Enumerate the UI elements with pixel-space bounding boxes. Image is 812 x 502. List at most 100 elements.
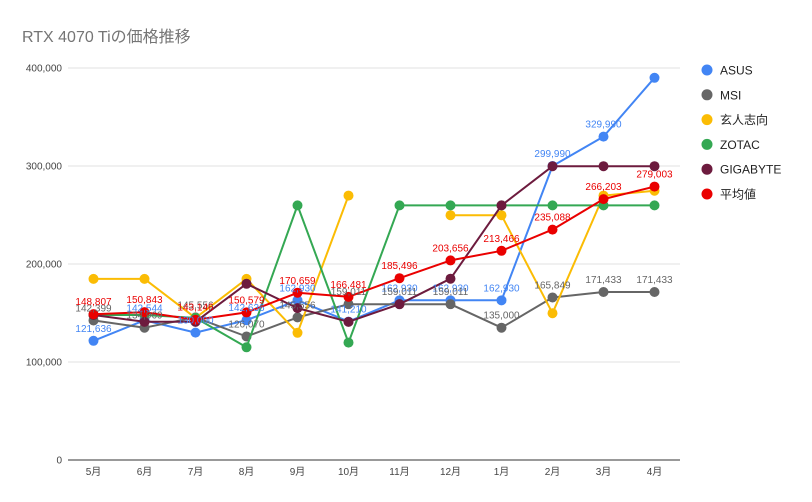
data-point <box>88 335 99 346</box>
data-point <box>394 200 405 211</box>
y-tick-label: 100,000 <box>26 358 63 369</box>
data-point <box>343 291 354 302</box>
data-point <box>649 72 660 83</box>
data-label: 142,544 <box>126 303 163 314</box>
x-tick-label: 5月 <box>86 466 102 478</box>
data-label: 126,070 <box>228 319 265 330</box>
series-5 <box>88 181 660 325</box>
data-label: 150,579 <box>228 295 265 306</box>
data-point <box>292 327 303 338</box>
data-label: 235,088 <box>534 213 571 224</box>
data-label: 145,556 <box>177 300 214 311</box>
legend-item: ASUS <box>701 64 753 78</box>
legend-item: MSI <box>701 88 741 102</box>
data-point <box>241 278 252 289</box>
series-1 <box>88 286 660 342</box>
data-point <box>241 307 252 318</box>
data-label: 143,146 <box>177 303 214 314</box>
data-point <box>292 303 303 314</box>
data-label: 162,930 <box>432 283 469 294</box>
legend-item: ZOTAC <box>701 138 760 152</box>
data-point <box>343 337 354 348</box>
data-label: 166,481 <box>330 280 367 291</box>
data-label: 134,969 <box>126 311 163 322</box>
data-point <box>649 286 660 297</box>
x-tick-label: 9月 <box>290 466 306 478</box>
legend-marker <box>701 64 713 76</box>
legend-label: 玄人志向 <box>720 112 768 127</box>
legend-label: 平均値 <box>720 187 756 202</box>
data-point <box>343 299 354 310</box>
y-tick-label: 0 <box>56 456 62 467</box>
data-point <box>445 200 456 211</box>
x-tick-label: 8月 <box>239 466 255 478</box>
data-point <box>547 224 558 235</box>
data-point <box>139 316 150 327</box>
series-4 <box>88 161 660 327</box>
x-tick-label: 3月 <box>596 466 612 478</box>
legend-item: 平均値 <box>701 187 756 202</box>
data-label: 266,203 <box>585 182 622 193</box>
legend-label: MSI <box>720 88 741 102</box>
data-label: 279,003 <box>636 170 673 181</box>
data-label: 171,433 <box>636 275 673 286</box>
data-label: 159,011 <box>331 287 367 298</box>
data-point <box>292 295 303 306</box>
data-point <box>292 287 303 298</box>
x-tick-label: 7月 <box>188 466 204 478</box>
legend-marker <box>701 163 713 175</box>
data-point <box>649 161 660 172</box>
legend-marker <box>701 188 713 200</box>
data-label: 142,399 <box>75 303 112 314</box>
legend: ASUS MSI 玄人志向 ZOTAC GIGABYTE 平均値 <box>701 64 781 202</box>
data-point <box>241 342 252 353</box>
x-tick-label: 2月 <box>545 466 561 478</box>
data-point <box>649 200 660 211</box>
data-label: 213,466 <box>483 234 520 245</box>
data-point <box>649 181 660 192</box>
series-3 <box>88 200 660 353</box>
data-label: 162,930 <box>483 283 520 294</box>
data-label: 162,930 <box>279 283 316 294</box>
data-label: 299,990 <box>534 149 571 160</box>
data-point <box>547 200 558 211</box>
data-point <box>190 327 201 338</box>
data-point <box>496 200 507 211</box>
data-point <box>496 245 507 256</box>
data-label-layer: 121,636 142,544 130,000 142,636 162,930 141,2… <box>75 120 673 335</box>
data-point <box>190 314 201 325</box>
series-line <box>93 185 655 321</box>
data-label: 185,496 <box>381 261 418 272</box>
series-line <box>93 204 655 349</box>
series-2 <box>88 185 660 338</box>
legend-label: GIGABYTE <box>720 163 781 177</box>
data-point <box>88 309 99 320</box>
data-label: 329,990 <box>585 120 622 131</box>
data-label: 159,011 <box>433 287 469 298</box>
data-label: 148,807 <box>75 297 112 308</box>
series-line <box>93 291 655 338</box>
legend-marker <box>701 138 713 150</box>
data-point <box>88 273 99 284</box>
legend-item: GIGABYTE <box>701 163 781 177</box>
data-label: 145,556 <box>279 300 316 311</box>
data-point <box>445 210 456 221</box>
data-point <box>598 131 609 142</box>
data-label: 121,636 <box>75 324 112 335</box>
series-0 <box>88 72 660 346</box>
data-point <box>547 161 558 172</box>
data-point <box>139 273 150 284</box>
data-label: 130,000 <box>177 316 214 327</box>
data-label: 171,433 <box>585 275 622 286</box>
data-point <box>496 295 507 306</box>
chart-title: RTX 4070 Tiの価格推移 <box>22 28 191 46</box>
series-layer <box>88 72 660 353</box>
x-tick-label: 10月 <box>338 466 359 478</box>
legend-item: 玄人志向 <box>701 112 768 127</box>
data-point <box>394 299 405 310</box>
data-point <box>343 190 354 201</box>
x-tick-label: 11月 <box>389 466 409 478</box>
legend-marker <box>701 114 713 126</box>
y-tick-label: 400,000 <box>26 64 63 75</box>
